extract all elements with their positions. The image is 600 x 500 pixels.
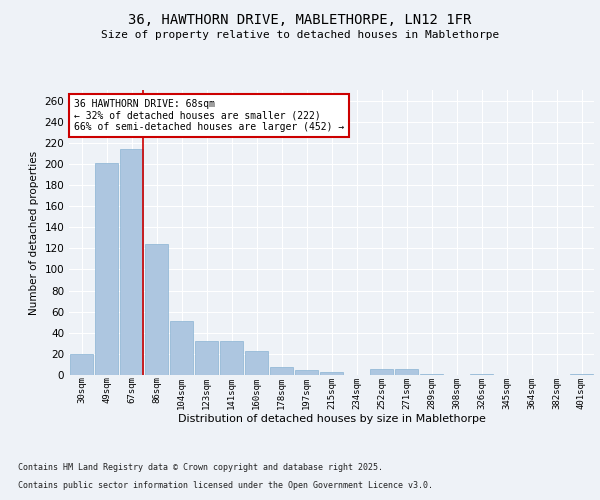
Bar (70, 354, 93, 375)
Text: Size of property relative to detached houses in Mablethorpe: Size of property relative to detached ho… (101, 30, 499, 40)
Bar (145, 244, 168, 375)
Bar (120, 149, 143, 375)
Text: 36, HAWTHORN DRIVE, MABLETHORPE, LN12 1FR: 36, HAWTHORN DRIVE, MABLETHORPE, LN12 1F… (128, 12, 472, 26)
Bar (195, 341, 218, 375)
Bar (395, 368, 418, 375)
Bar (220, 341, 243, 375)
Bar (570, 374, 593, 375)
X-axis label: Distribution of detached houses by size in Mablethorpe: Distribution of detached houses by size … (178, 414, 485, 424)
Text: Contains HM Land Registry data © Crown copyright and database right 2025.: Contains HM Land Registry data © Crown c… (18, 464, 383, 472)
Bar (320, 372, 343, 375)
Bar (95, 163, 118, 375)
Text: 36 HAWTHORN DRIVE: 68sqm
← 32% of detached houses are smaller (222)
66% of semi-: 36 HAWTHORN DRIVE: 68sqm ← 32% of detach… (74, 98, 344, 132)
Bar (295, 370, 318, 375)
Bar (370, 368, 393, 375)
Bar (170, 321, 193, 375)
Bar (270, 366, 293, 375)
Bar (420, 374, 443, 375)
Bar (245, 350, 268, 375)
Text: Contains public sector information licensed under the Open Government Licence v3: Contains public sector information licen… (18, 481, 433, 490)
Y-axis label: Number of detached properties: Number of detached properties (29, 150, 39, 314)
Bar (470, 374, 493, 375)
